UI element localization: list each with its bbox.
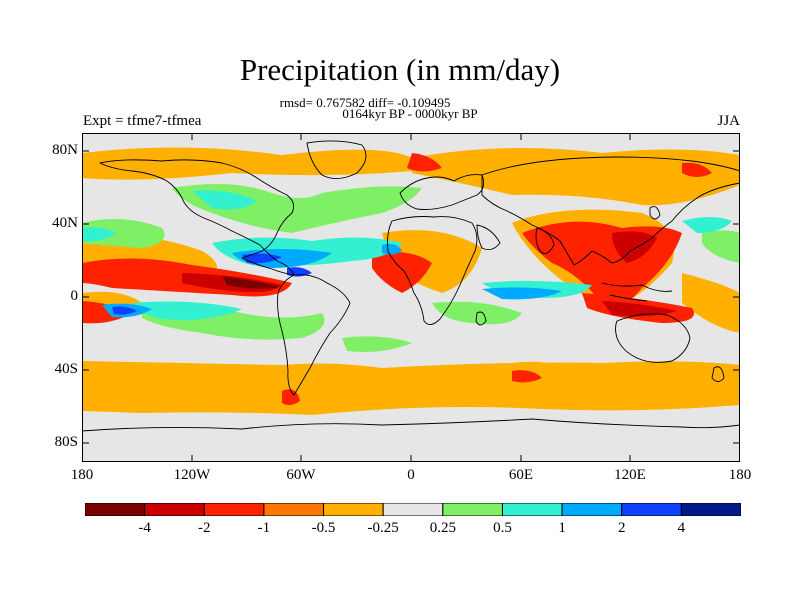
lon-label: 60E — [508, 467, 534, 483]
lon-label: 120E — [614, 467, 646, 483]
legend-swatch — [680, 503, 741, 516]
legend-label: 0.5 — [493, 520, 512, 536]
legend-swatch — [382, 503, 444, 516]
experiment-label: Expt = tfme7-tfmea — [83, 113, 202, 129]
legend-label: -1 — [257, 520, 271, 536]
lat-label: 0 — [70, 288, 79, 304]
legend-label: 0.25 — [429, 520, 456, 536]
legend-label: 1 — [558, 520, 566, 536]
legend-swatch — [501, 503, 563, 516]
map-title: Precipitation (in mm/day) — [239, 52, 561, 87]
coastlines — [82, 140, 740, 432]
legend-label: -4 — [138, 520, 151, 536]
anomaly-maroon — [222, 276, 280, 289]
stats-text: rmsd= 0.767582 diff= -0.109495 — [279, 95, 451, 110]
map-ticks — [82, 133, 740, 462]
lon-label: 0 — [407, 467, 415, 483]
lat-label: 40N — [52, 215, 78, 231]
lon-label: 180 — [728, 467, 752, 483]
lon-label: 60W — [286, 467, 316, 483]
legend-swatch — [263, 503, 325, 516]
legend-swatch — [203, 503, 265, 516]
lat-label: 40S — [54, 361, 78, 377]
legend-swatch — [144, 503, 205, 516]
legend-swatch — [442, 503, 503, 516]
legend-label: -0.5 — [311, 520, 336, 536]
lon-label: 120W — [173, 467, 211, 483]
lon-label: 180 — [70, 467, 94, 483]
season-label: JJA — [717, 113, 740, 129]
legend-swatch — [561, 503, 623, 516]
legend-swatch — [85, 503, 146, 516]
precipitation-map — [82, 133, 740, 462]
legend-colorbar — [85, 503, 741, 516]
legend-label: -0.25 — [367, 520, 399, 536]
legend-label: 2 — [617, 520, 626, 536]
legend-swatch — [323, 503, 384, 516]
legend-label: 4 — [677, 520, 686, 536]
lat-label: 80N — [52, 142, 78, 158]
legend-swatch — [621, 503, 682, 516]
legend-label: -2 — [198, 520, 211, 536]
lat-label: 80S — [54, 434, 78, 450]
period-text: 0164kyr BP - 0000kyr BP — [342, 106, 478, 121]
